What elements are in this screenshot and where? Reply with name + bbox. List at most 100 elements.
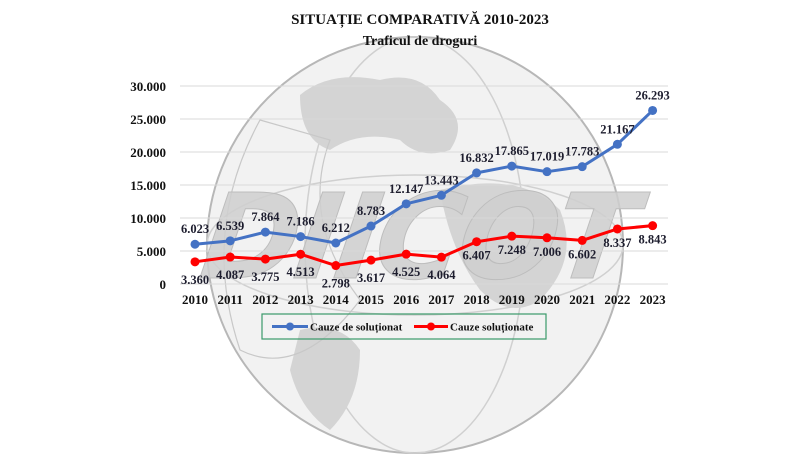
data-label-series-2: 3.775	[251, 270, 279, 284]
data-point-series-2	[401, 249, 411, 259]
data-label-series-2: 6.407	[463, 249, 491, 263]
legend-marker-red	[427, 322, 435, 331]
data-point-series-2	[331, 261, 341, 271]
x-tick-label: 2017	[428, 292, 455, 307]
globe-continent-north	[300, 77, 458, 154]
x-tick-label: 2016	[393, 292, 420, 307]
y-tick-label: 5.000	[137, 244, 166, 259]
data-point-series-1	[648, 105, 658, 115]
data-point-series-1	[507, 161, 517, 171]
x-tick-label: 2023	[640, 292, 667, 307]
x-tick-label: 2014	[323, 292, 350, 307]
data-label-series-2: 8.843	[639, 233, 667, 247]
data-label-series-2: 4.513	[287, 265, 315, 279]
globe-stroke	[223, 119, 361, 359]
data-point-series-1	[612, 139, 622, 149]
x-axis-ticks: 2010 2011 2012 2013 2014 2015 2016 2017 2018 2019…	[182, 292, 666, 307]
data-label-series-2: 7.006	[533, 245, 561, 259]
chart-title: SITUAȚIE COMPARATIVĂ 2010-2023	[291, 11, 549, 28]
data-label-series-2: 3.360	[181, 273, 209, 287]
data-point-series-1	[190, 239, 200, 249]
data-label-series-1: 17.783	[565, 145, 599, 159]
x-tick-label: 2013	[288, 292, 315, 307]
data-point-series-1	[366, 221, 376, 231]
data-point-series-1	[296, 232, 306, 242]
series-line-1	[194, 109, 654, 246]
globe-parallel	[206, 174, 624, 316]
y-tick-label: 20.000	[130, 145, 166, 160]
data-point-series-1	[331, 238, 341, 248]
data-label-series-2: 2.798	[322, 277, 350, 291]
watermark-text: DIICOT	[193, 169, 654, 306]
data-point-series-1	[401, 199, 411, 209]
x-tick-label: 2011	[218, 292, 243, 307]
globe-continent-south	[290, 327, 360, 430]
data-labels: 6.023 6.539 7.864 7.186 6.212 8.783 12.14713.4…	[181, 88, 670, 290]
y-tick-label: 25.000	[130, 112, 166, 127]
data-label-series-2: 8.337	[603, 236, 631, 250]
data-point-series-2	[472, 237, 482, 247]
x-tick-label: 2010	[182, 292, 208, 307]
data-label-series-1: 8.783	[357, 204, 385, 218]
legend-label-series-1: Cauze de soluționat	[310, 322, 403, 334]
y-axis-ticks: 0 5.000 10.000 15.000 20.000 25.000 30.000	[130, 79, 166, 292]
x-tick-label: 2022	[604, 292, 630, 307]
data-label-series-1: 12.147	[389, 182, 423, 196]
data-point-series-1	[436, 190, 446, 200]
data-label-series-1: 13.443	[424, 173, 458, 187]
data-point-series-2	[296, 249, 306, 259]
data-point-series-2	[225, 252, 235, 262]
x-tick-label: 2021	[569, 292, 595, 307]
data-point-series-1	[542, 167, 552, 177]
data-point-series-2	[366, 255, 376, 265]
data-label-series-2: 4.525	[392, 265, 420, 279]
data-point-series-2	[260, 254, 270, 264]
gridlines	[180, 85, 668, 285]
data-point-series-1	[260, 227, 270, 237]
x-tick-label: 2018	[464, 292, 491, 307]
data-label-series-2: 6.602	[568, 247, 596, 261]
data-label-series-2: 4.087	[216, 268, 244, 282]
data-point-series-2	[612, 224, 622, 234]
data-label-series-1: 6.539	[216, 219, 244, 233]
data-point-series-2	[542, 233, 552, 243]
data-label-series-1: 21.167	[600, 122, 634, 136]
data-point-series-2	[190, 257, 200, 267]
data-label-series-2: 7.248	[498, 243, 526, 257]
data-label-series-1: 7.186	[287, 215, 315, 229]
chart-subtitle: Traficul de droguri	[363, 34, 478, 49]
series-line-2	[194, 224, 653, 268]
x-tick-label: 2020	[534, 292, 560, 307]
legend-marker-blue	[286, 322, 294, 331]
data-point-series-2	[577, 235, 587, 245]
legend-frame	[261, 313, 547, 340]
data-point-series-1	[472, 168, 482, 178]
data-label-series-2: 4.064	[427, 268, 456, 282]
data-label-series-1: 17.865	[495, 144, 529, 158]
data-point-series-2	[648, 221, 658, 231]
y-tick-label: 10.000	[130, 211, 166, 226]
series-group	[190, 105, 658, 271]
legend-label-series-2: Cauze soluționate	[450, 322, 534, 334]
data-label-series-1: 17.019	[530, 150, 564, 164]
data-point-series-2	[436, 252, 446, 262]
legend: Cauze de soluționat Cauze soluționate	[261, 313, 547, 340]
globe-continent-east	[440, 183, 567, 308]
data-label-series-2: 3.617	[357, 271, 385, 285]
data-label-series-1: 6.212	[322, 221, 350, 235]
data-point-series-1	[225, 236, 235, 246]
data-point-series-2	[507, 231, 517, 241]
x-tick-label: 2012	[252, 292, 278, 307]
watermark-globe-logo: DIICOT	[193, 36, 654, 454]
data-label-series-1: 26.293	[635, 88, 669, 102]
data-label-series-1: 7.864	[251, 210, 280, 224]
y-tick-label: 0	[160, 277, 167, 292]
data-label-series-1: 6.023	[181, 222, 209, 236]
y-tick-label: 15.000	[130, 178, 166, 193]
x-tick-label: 2015	[358, 292, 385, 307]
data-point-series-1	[577, 162, 587, 172]
y-tick-label: 30.000	[130, 79, 166, 94]
x-tick-label: 2019	[499, 292, 526, 307]
